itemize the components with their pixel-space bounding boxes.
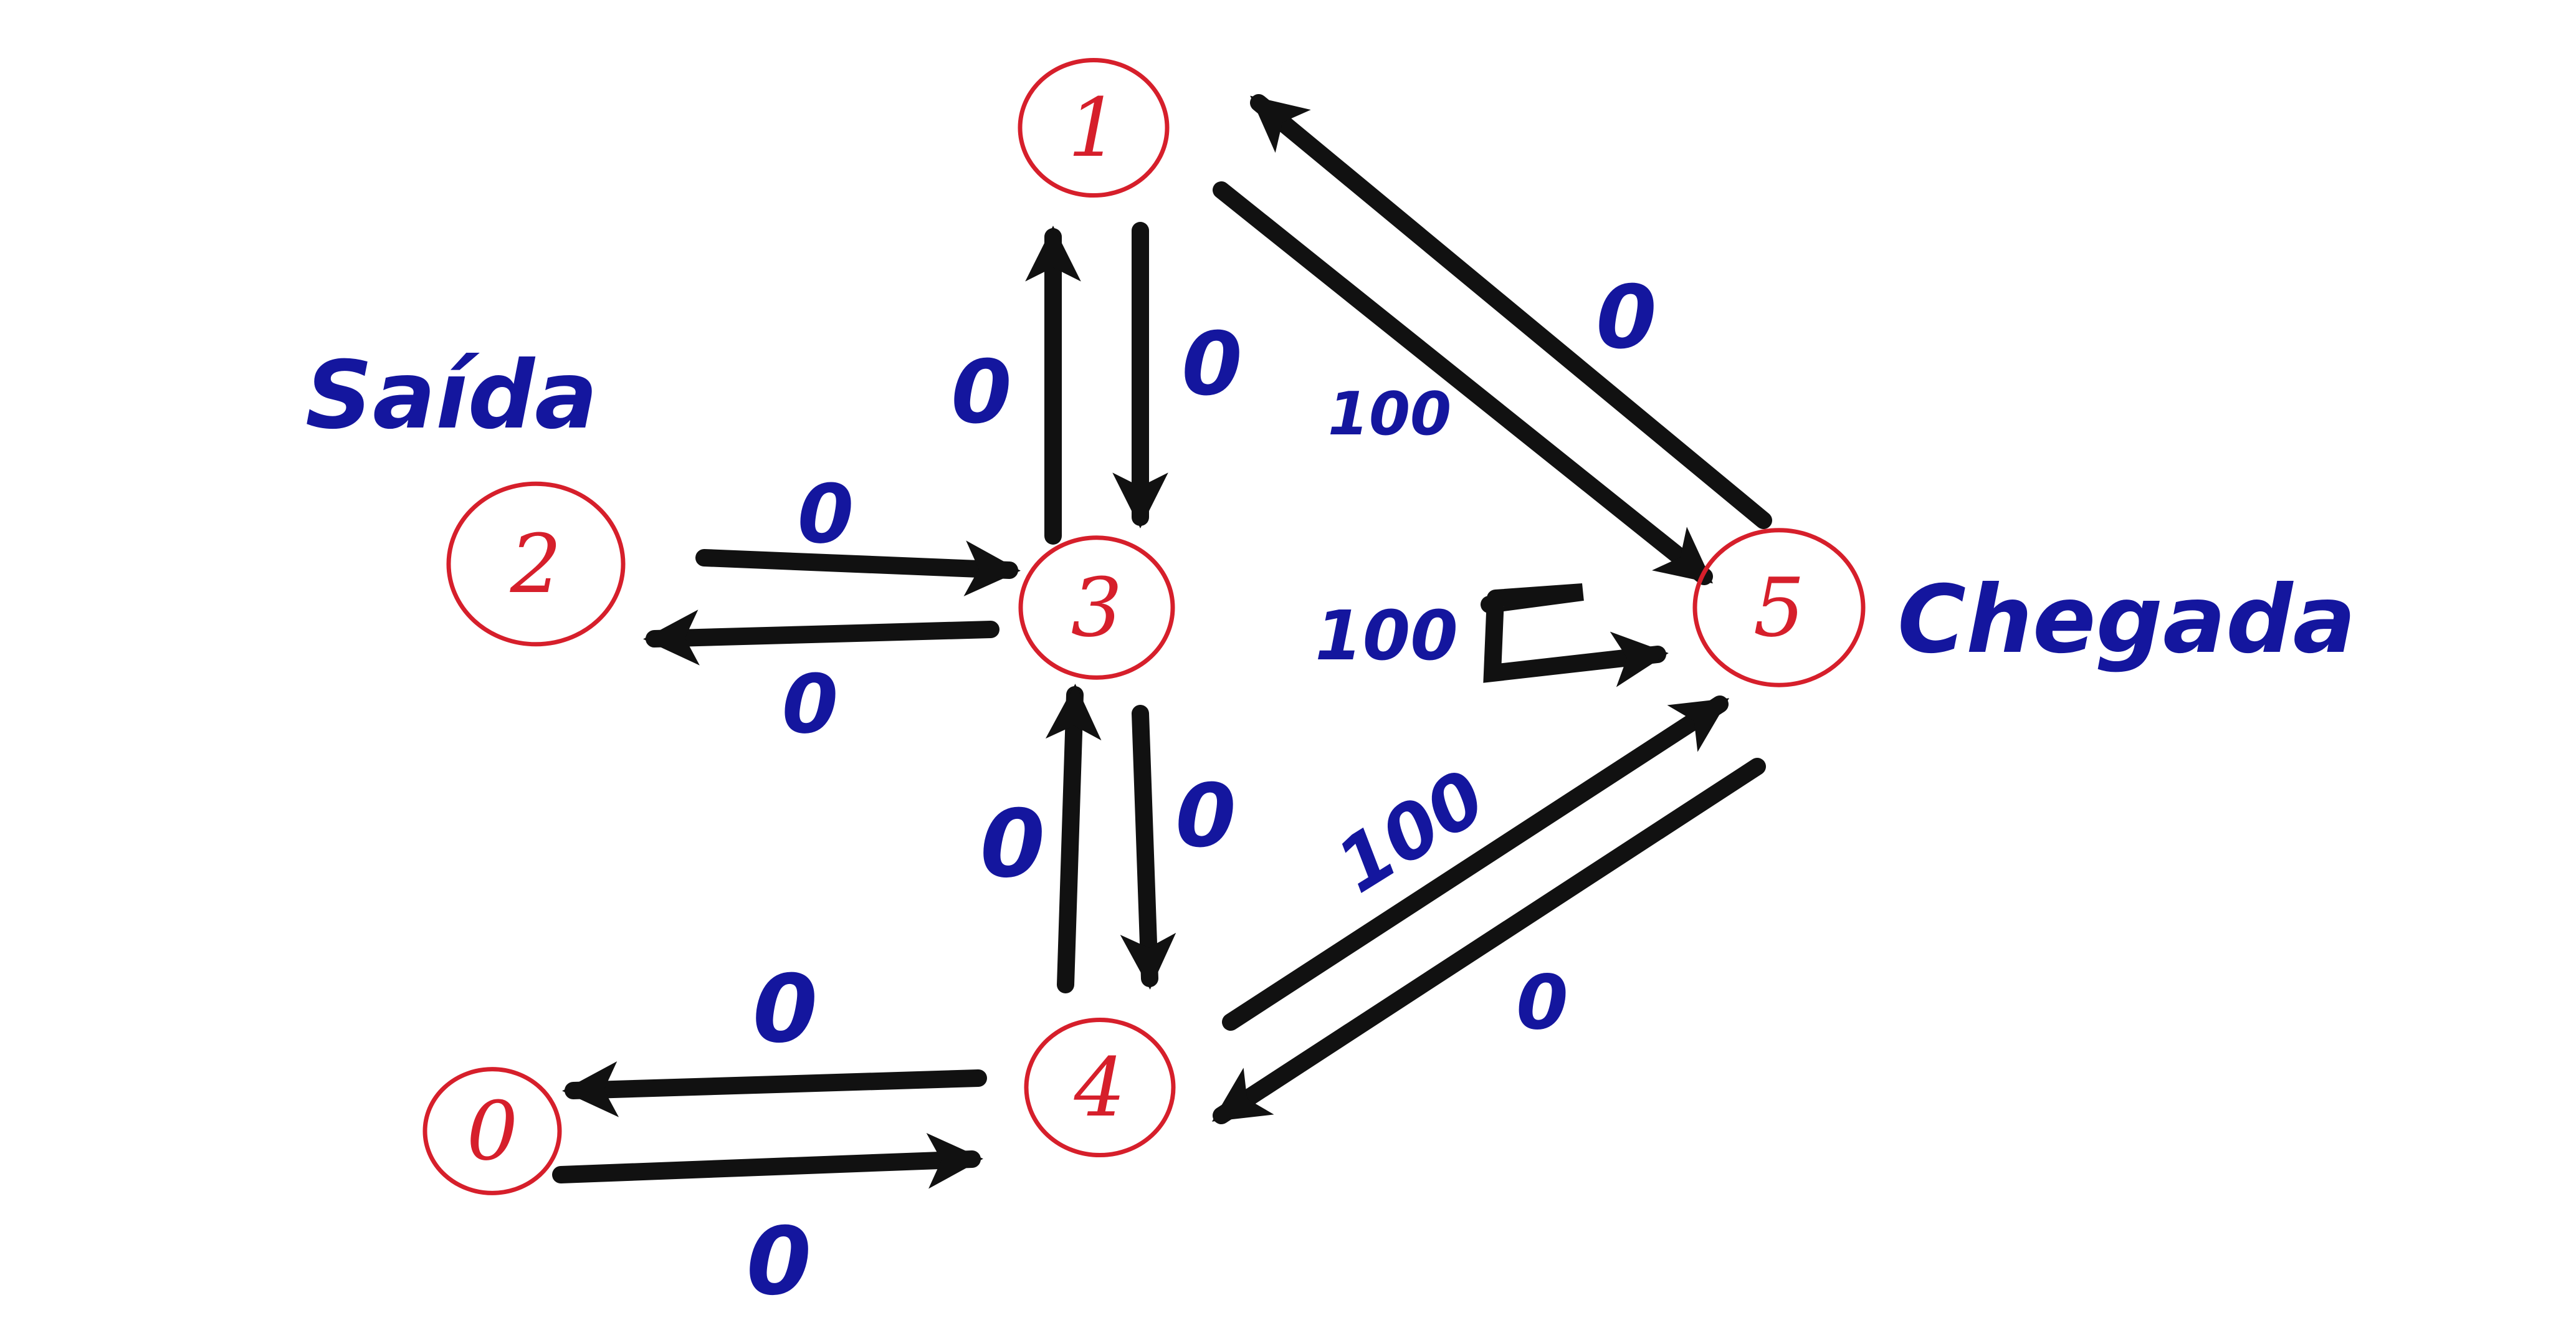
edge-3-to-2 — [643, 609, 999, 666]
edge-weight-0-to-4: 0 — [747, 1208, 811, 1316]
side-labels-layer: Saída Chegada — [305, 342, 2356, 674]
node-circle-1 — [1018, 57, 1170, 198]
node-5: 5 — [1692, 528, 1866, 687]
edge-0-to-4 — [552, 1132, 983, 1189]
end-label: Chegada — [1897, 566, 2356, 674]
node-circle-2 — [446, 481, 626, 647]
node-label-4: 4 — [1074, 1040, 1126, 1135]
edge-weight-4-to-5: 100 — [1322, 754, 1500, 910]
node-circle-5 — [1692, 528, 1866, 687]
edge-weight-2-to-3: 0 — [798, 467, 854, 561]
node-circle-4 — [1024, 1017, 1176, 1158]
edge-weight-3-to-1: 0 — [951, 342, 1011, 444]
edge-weight-1-to-3: 0 — [1181, 314, 1242, 416]
edge-3-to-4 — [1120, 705, 1176, 990]
node-circle-0 — [422, 1067, 562, 1195]
node-label-2: 2 — [510, 517, 562, 611]
edge-weight-5-to-4: 0 — [1516, 960, 1568, 1047]
edges-layer — [552, 94, 1772, 1189]
node-circle-3 — [1018, 535, 1175, 680]
edge-1-to-5 — [1213, 181, 1713, 585]
edge-3-to-5 — [1481, 583, 1658, 673]
edge-5-to-1 — [1250, 94, 1772, 529]
node-label-3: 3 — [1071, 560, 1123, 655]
start-label: Saída — [305, 342, 598, 450]
edge-weight-3-to-2: 0 — [782, 657, 838, 752]
edge-4-to-0 — [562, 1061, 987, 1117]
node-3: 3 — [1018, 535, 1175, 680]
edge-4-to-5 — [1222, 695, 1730, 1031]
nodes-layer: 1 2 3 4 5 0 — [422, 57, 1866, 1195]
node-label-0: 0 — [467, 1084, 518, 1178]
node-label-1: 1 — [1068, 80, 1120, 175]
edge-weight-3-to-4: 0 — [1175, 766, 1236, 867]
edge-4-to-3 — [1045, 684, 1102, 993]
node-4: 4 — [1024, 1017, 1176, 1158]
edge-2-to-3 — [695, 540, 1021, 596]
node-label-5: 5 — [1753, 560, 1805, 655]
node-2: 2 — [446, 481, 626, 647]
edge-weight-4-to-3: 0 — [980, 790, 1045, 899]
edge-5-to-4 — [1211, 758, 1766, 1124]
node-1: 1 — [1018, 57, 1170, 198]
node-0: 0 — [422, 1067, 562, 1195]
edge-weight-5-to-1: 0 — [1596, 267, 1656, 369]
edge-weight-4-to-0: 0 — [753, 955, 818, 1064]
edge-weight-1-to-5: 100 — [1328, 380, 1451, 449]
edge-weight-3-to-5: 100 — [1315, 596, 1458, 676]
